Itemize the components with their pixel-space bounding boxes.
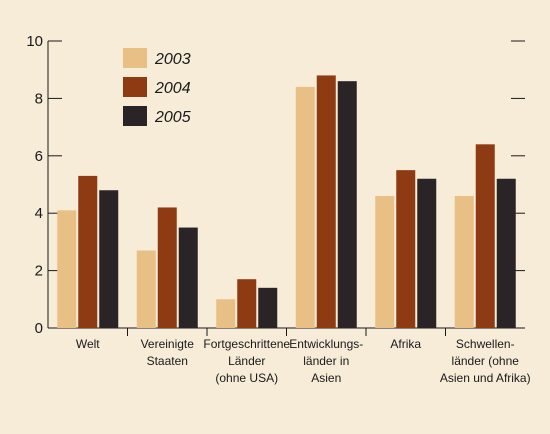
bars-layer bbox=[57, 75, 516, 329]
category-label: Welt bbox=[76, 337, 100, 351]
y-tick-label: 4 bbox=[35, 205, 43, 222]
labels-layer: 0 2 4 6 8 10 Welt Vereinigte Staaten Fortgeschrit… bbox=[26, 33, 530, 385]
bar-2003-5 bbox=[454, 195, 474, 328]
legend-swatch-2005 bbox=[123, 106, 147, 126]
category-label: länder in bbox=[303, 354, 349, 368]
category-label: Fortgeschrittene bbox=[203, 337, 290, 351]
axes-layer bbox=[47, 40, 525, 336]
category-label: Entwicklungs- bbox=[289, 337, 363, 351]
legend-swatch-2004 bbox=[123, 77, 147, 97]
legend-label-2005: 2005 bbox=[154, 109, 191, 126]
category-label: Vereinigte bbox=[141, 337, 195, 351]
legend-swatch-2003 bbox=[123, 48, 147, 68]
y-tick-label: 6 bbox=[35, 148, 43, 165]
category-label: Länder bbox=[228, 354, 265, 368]
bar-2004-0 bbox=[78, 175, 98, 328]
category-label: länder (ohne bbox=[452, 354, 520, 368]
category-label: Afrika bbox=[390, 337, 421, 351]
category-label: Schwellen- bbox=[456, 337, 515, 351]
category-label: (ohne USA) bbox=[215, 371, 278, 385]
bar-2003-0 bbox=[57, 210, 77, 328]
bar-2004-4 bbox=[396, 170, 416, 328]
category-label: Staaten bbox=[147, 354, 188, 368]
y-tick-label: 8 bbox=[35, 90, 43, 107]
bar-2003-3 bbox=[295, 86, 315, 328]
bar-2004-5 bbox=[475, 144, 495, 328]
bar-2003-4 bbox=[375, 195, 395, 328]
legend: 2003 2004 2005 bbox=[123, 48, 191, 126]
bar-2005-0 bbox=[99, 190, 119, 328]
bar-2003-2 bbox=[216, 299, 236, 328]
legend-label-2003: 2003 bbox=[154, 51, 191, 68]
bar-2004-2 bbox=[237, 279, 257, 328]
y-tick-label: 0 bbox=[35, 320, 43, 337]
bar-2005-3 bbox=[337, 81, 357, 329]
category-label: Asien und Afrika) bbox=[440, 371, 531, 385]
bar-2004-1 bbox=[157, 207, 177, 328]
bar-2005-2 bbox=[258, 287, 278, 328]
y-tick-label: 10 bbox=[26, 33, 43, 50]
bar-2005-1 bbox=[178, 227, 198, 328]
bar-2005-4 bbox=[417, 178, 437, 328]
bar-2005-5 bbox=[496, 178, 516, 328]
y-tick-label: 2 bbox=[35, 263, 43, 280]
category-label: Asien bbox=[311, 371, 341, 385]
bar-2003-1 bbox=[136, 250, 156, 328]
legend-label-2004: 2004 bbox=[154, 80, 191, 97]
bar-2004-3 bbox=[316, 75, 336, 328]
